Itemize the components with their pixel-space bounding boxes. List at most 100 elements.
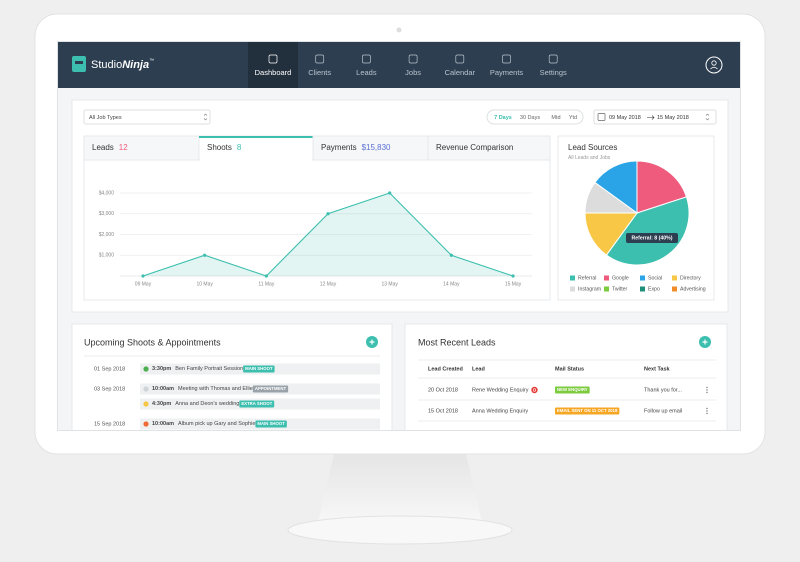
tab-count: 12	[119, 143, 128, 152]
nav-icon	[362, 54, 371, 64]
plus-icon	[702, 339, 708, 345]
x-tick-label: 10 May	[196, 281, 213, 287]
tab[interactable]	[83, 135, 200, 161]
calendar-icon	[597, 113, 606, 121]
tab[interactable]	[312, 135, 429, 161]
date-range[interactable]	[593, 109, 717, 125]
legend-swatch	[640, 286, 645, 292]
pie-subtitle: All Leads and Jobs	[568, 155, 611, 161]
date-caret	[705, 113, 710, 121]
x-tick-label: 12 May	[320, 281, 337, 287]
event-dot	[143, 386, 149, 392]
range-option[interactable]: Mtd	[551, 115, 560, 121]
tab-active-bar	[199, 136, 313, 138]
event-tag: EXTRA SHOOT	[241, 401, 272, 406]
nav-item[interactable]: Leads	[356, 68, 377, 77]
legend-swatch	[570, 275, 575, 281]
next-task: Follow up email	[644, 408, 682, 414]
range-option[interactable]: Ytd	[569, 115, 577, 121]
job-type-select[interactable]	[83, 109, 211, 125]
nav-item[interactable]: Jobs	[405, 68, 421, 77]
tab-line-cover	[200, 159, 312, 161]
legend-label: Advertising	[680, 286, 706, 292]
plus-icon	[369, 339, 375, 345]
line-point	[511, 274, 515, 278]
lead-name[interactable]: Anna Wedding Enquiry	[472, 408, 528, 414]
event-text: 4:30pm Anna and Deon's wedding	[152, 401, 239, 407]
column-header: Lead	[472, 366, 485, 372]
pie-tooltip	[626, 233, 678, 243]
event-tag: MAIN SHOOT	[245, 366, 273, 371]
nav-item[interactable]: Dashboard	[255, 68, 292, 77]
event-dot	[143, 366, 149, 372]
next-task: Thank you for...	[644, 387, 682, 393]
row-menu-dot	[706, 389, 708, 391]
event-date: 01 Sep 2018	[94, 366, 125, 372]
tab-label: Revenue Comparison	[436, 143, 513, 152]
y-tick-label: $1,000	[99, 253, 115, 259]
legend-swatch	[672, 275, 677, 281]
user-avatar[interactable]	[705, 56, 723, 74]
line-point	[141, 274, 145, 278]
event-text: 10:00am Meeting with Thomas and Ellie	[152, 386, 253, 392]
event-tag: MAIN SHOOT	[257, 421, 285, 426]
range-option[interactable]: 30 Days	[520, 115, 540, 121]
event-text: 10:00am Album pick up Gary and Sophie	[152, 421, 255, 427]
legend-label: Instagram	[578, 286, 601, 292]
pie-slice	[605, 196, 690, 266]
legend-swatch	[640, 275, 645, 281]
line-point	[449, 253, 453, 257]
event-dot	[143, 401, 149, 407]
nav-active-bg	[248, 42, 298, 88]
tab-title: Payments	[321, 143, 357, 152]
legend-swatch	[604, 275, 609, 281]
lead-name[interactable]: Rene Wedding Enquiry	[472, 387, 529, 393]
tab-title: Revenue Comparison	[436, 143, 513, 152]
row-menu-dot	[706, 410, 708, 412]
range-option[interactable]: 7 Days	[494, 115, 512, 121]
y-tick-label: $2,000	[99, 232, 115, 238]
tab-label: Payments $15,830	[321, 143, 391, 152]
event-tag-bg	[252, 385, 289, 393]
nav-item[interactable]: Calendar	[445, 68, 476, 77]
x-tick-label: 14 May	[443, 281, 460, 287]
event-tag: APPOINTMENT	[255, 386, 287, 391]
mail-status-bg	[555, 407, 620, 415]
legend-swatch	[604, 286, 609, 292]
lead-created: 15 Oct 2018	[428, 408, 458, 414]
event-title: Meeting with Thomas and Ellie	[178, 386, 253, 392]
user-avatar-body	[710, 66, 718, 70]
event-date: 15 Sep 2018	[94, 421, 125, 427]
pie-title: Lead Sources	[568, 143, 617, 152]
logo-studio: Studio	[91, 59, 122, 71]
nav-item[interactable]: Payments	[490, 68, 524, 77]
column-header: Mail Status	[555, 366, 584, 372]
pie-tooltip-text: Referral: 8 (40%)	[632, 236, 673, 242]
monitor-neck	[318, 450, 482, 522]
pie-slice	[584, 212, 638, 256]
legend-label: Twitter	[612, 286, 628, 292]
screen: StudioNinja™ All Job Types 09 May 2018 1…	[58, 42, 740, 430]
nav-item[interactable]: Clients	[308, 68, 331, 77]
tab[interactable]	[198, 135, 314, 161]
nav-icon	[408, 54, 418, 64]
tab[interactable]	[427, 135, 551, 161]
nav-icon	[315, 54, 325, 64]
nav-item[interactable]: Settings	[540, 68, 567, 77]
event-time: 4:30pm	[152, 401, 171, 407]
tab-count: $15,830	[362, 143, 391, 152]
line-area	[143, 193, 514, 276]
nav-icon	[502, 54, 511, 64]
line-point	[326, 212, 330, 216]
nav-icon	[548, 54, 558, 64]
legend-swatch	[570, 286, 575, 292]
mail-status: NEW ENQUIRY	[557, 387, 588, 392]
y-tick-label: $3,000	[99, 211, 115, 217]
row-menu-dot	[706, 407, 708, 410]
x-tick-label: 15 May	[505, 281, 522, 287]
event-time: 10:00am	[152, 386, 174, 392]
legend-label: Google	[612, 275, 629, 281]
job-type-text: All Job Types	[89, 115, 122, 121]
